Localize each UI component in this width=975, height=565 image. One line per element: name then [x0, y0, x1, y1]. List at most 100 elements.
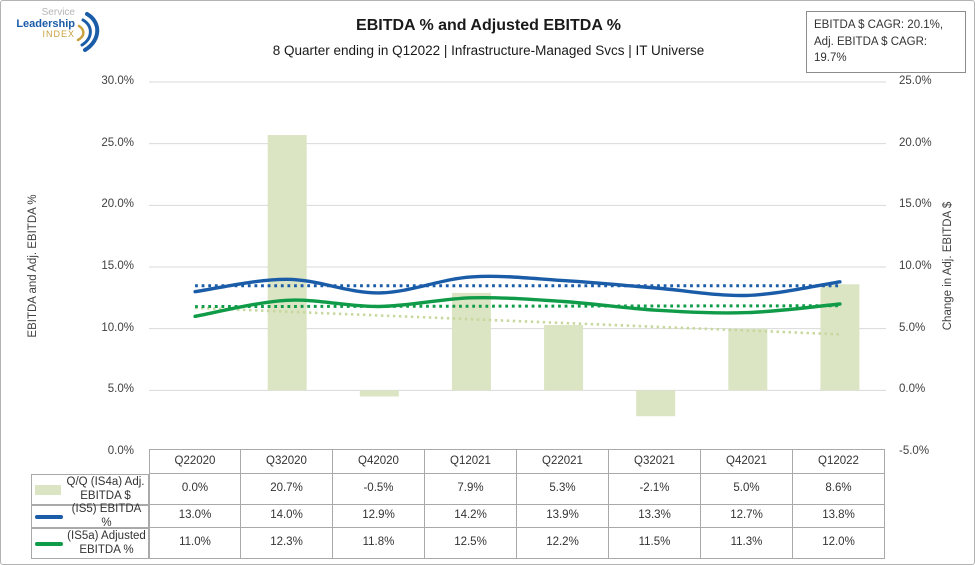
table-header-Q22020-label: Q22020 [174, 454, 216, 467]
bar-Q42020 [359, 390, 399, 397]
table-cell-1-7-label: 13.8% [822, 509, 855, 522]
table-cell-0-0-label: 0.0% [181, 482, 209, 495]
table-cell-2-5-label: 11.5% [638, 536, 671, 549]
service-leadership-logo: Service Leadership INDEX [13, 7, 103, 56]
table-cell-1-2-label: 12.9% [362, 509, 395, 522]
right-axis-tick: 15.0% [899, 198, 932, 211]
table-cell-1-1-label: 14.0% [270, 509, 303, 522]
right-axis-tick: -5.0% [899, 445, 930, 457]
table-cell-1-5: 13.3% [609, 505, 701, 528]
table-corner-cell [31, 449, 149, 474]
cagr-line-2: Adj. EBITDA $ CAGR: 19.7% [814, 35, 928, 65]
left-axis-tick: 0.0% [107, 445, 134, 457]
table-cell-1-6-label: 12.7% [730, 509, 763, 522]
cagr-callout-box: EBITDA $ CAGR: 20.1%, Adj. EBITDA $ CAGR… [806, 11, 966, 74]
table-cell-1-1: 14.0% [241, 505, 333, 528]
right-axis-tick: 25.0% [899, 75, 932, 87]
table-header-Q22021: Q22021 [517, 449, 609, 474]
table-header-Q32021: Q32021 [609, 449, 701, 474]
table-cell-0-5-label: -2.1% [639, 482, 670, 495]
table-header-Q42021-label: Q42021 [726, 454, 767, 467]
table-cell-2-1: 12.3% [241, 528, 333, 559]
bar-Q32021 [636, 390, 676, 417]
right-axis-tick: 10.0% [899, 260, 932, 272]
legend-ebitda-line-swatch [35, 514, 63, 519]
chart-subtitle: 8 Quarter ending in Q12022 | Infrastruct… [272, 43, 705, 58]
table-cell-2-0: 11.0% [149, 528, 241, 559]
table-cell-1-0-label: 13.0% [178, 509, 212, 522]
right-axis-tick: 20.0% [899, 136, 932, 149]
table-cell-1-4-label: 13.9% [546, 509, 579, 522]
table-header-Q12022: Q12022 [793, 449, 885, 474]
table-header-Q42020: Q42020 [333, 449, 425, 474]
legend-row-2-label: (IS5a) Adjusted EBITDA % [67, 530, 146, 556]
table-cell-1-2: 12.9% [333, 505, 425, 528]
table-cell-1-5-label: 13.3% [638, 509, 671, 522]
table-header-Q22021-label: Q22021 [542, 454, 583, 467]
table-cell-0-2-label: -0.5% [363, 482, 394, 495]
bar-Q32020 [267, 135, 307, 391]
cagr-line-1: EBITDA $ CAGR: 20.1%, [814, 19, 944, 31]
table-cell-2-6: 11.3% [701, 528, 793, 559]
table-cell-2-6-label: 11.3% [730, 536, 763, 549]
table-cell-2-3: 12.5% [425, 528, 517, 559]
table-cell-2-3-label: 12.5% [454, 536, 487, 549]
bar-Q22021 [544, 324, 584, 391]
left-axis-tick: 30.0% [101, 75, 134, 87]
table-cell-2-5: 11.5% [609, 528, 701, 559]
table-header-Q12022-label: Q12022 [818, 454, 859, 467]
bar-Q42021 [728, 328, 768, 391]
line-ebitda [193, 274, 842, 298]
table-cell-0-0: 0.0% [149, 474, 241, 505]
legend-row-1-label: (IS5) EBITDA % [71, 503, 142, 529]
table-cell-1-3-label: 14.2% [454, 509, 487, 522]
legend-adj-ebitda-line-swatch [35, 541, 63, 546]
table-cell-0-5: -2.1% [609, 474, 701, 505]
logo-word-index: INDEX [42, 29, 75, 40]
table-cell-2-2-label: 11.8% [362, 536, 395, 549]
table-cell-0-6: 5.0% [701, 474, 793, 505]
logo-text: Service Leadership INDEX [13, 7, 75, 40]
table-cell-0-7: 8.6% [793, 474, 885, 505]
data-table: Q22020 Q32020 Q42020 Q12021 Q22021 Q32021 Q420… [31, 449, 885, 559]
table-cell-2-7: 12.0% [793, 528, 885, 559]
logo-word-service: Service [41, 7, 75, 18]
table-cell-2-2: 11.8% [333, 528, 425, 559]
table-cell-2-1-label: 12.3% [270, 536, 303, 549]
bar-Q12022 [820, 284, 860, 391]
legend-bar-swatch [35, 484, 61, 495]
table-header-Q42020-label: Q42020 [358, 454, 399, 467]
left-axis-tick: 5.0% [107, 383, 134, 396]
table-cell-1-6: 12.7% [701, 505, 793, 528]
left-axis-tick: 25.0% [101, 136, 134, 149]
table-header-Q42021: Q42021 [701, 449, 793, 474]
table-cell-0-3-label: 7.9% [457, 482, 484, 495]
trendline-adj-ebitda [195, 304, 840, 309]
table-header-Q32021-label: Q32021 [634, 454, 675, 467]
left-axis-tick: 10.0% [101, 321, 134, 334]
table-header-Q32020: Q32020 [241, 449, 333, 474]
table-cell-0-3: 7.9% [425, 474, 517, 505]
table-header-Q12021-label: Q12021 [450, 454, 491, 467]
table-cell-0-4: 5.3% [517, 474, 609, 505]
table-header-Q32020-label: Q32020 [266, 454, 307, 467]
table-cell-1-4: 13.9% [517, 505, 609, 528]
legend-row-1: (IS5) EBITDA % [31, 503, 149, 529]
logo-swoosh-icon [76, 12, 100, 52]
table-cell-0-7-label: 8.6% [825, 482, 852, 495]
table-header-Q12021: Q12021 [425, 449, 517, 474]
left-axis-tick: 20.0% [101, 198, 134, 211]
logo-word-leadership: Leadership [16, 17, 75, 30]
table-cell-1-7: 13.8% [793, 505, 885, 528]
legend-row-0: Q/Q (IS4a) Adj. EBITDA $ [31, 474, 149, 505]
table-cell-0-1: 20.7% [241, 474, 333, 505]
table-header-Q22020: Q22020 [149, 449, 241, 474]
left-axis-tick: 15.0% [101, 260, 134, 272]
table-cell-2-4: 12.2% [517, 528, 609, 559]
right-axis-tick: 5.0% [899, 321, 926, 334]
table-cell-0-2: -0.5% [333, 474, 425, 505]
table-cell-1-0: 13.0% [149, 505, 241, 528]
table-cell-1-3: 14.2% [425, 505, 517, 528]
